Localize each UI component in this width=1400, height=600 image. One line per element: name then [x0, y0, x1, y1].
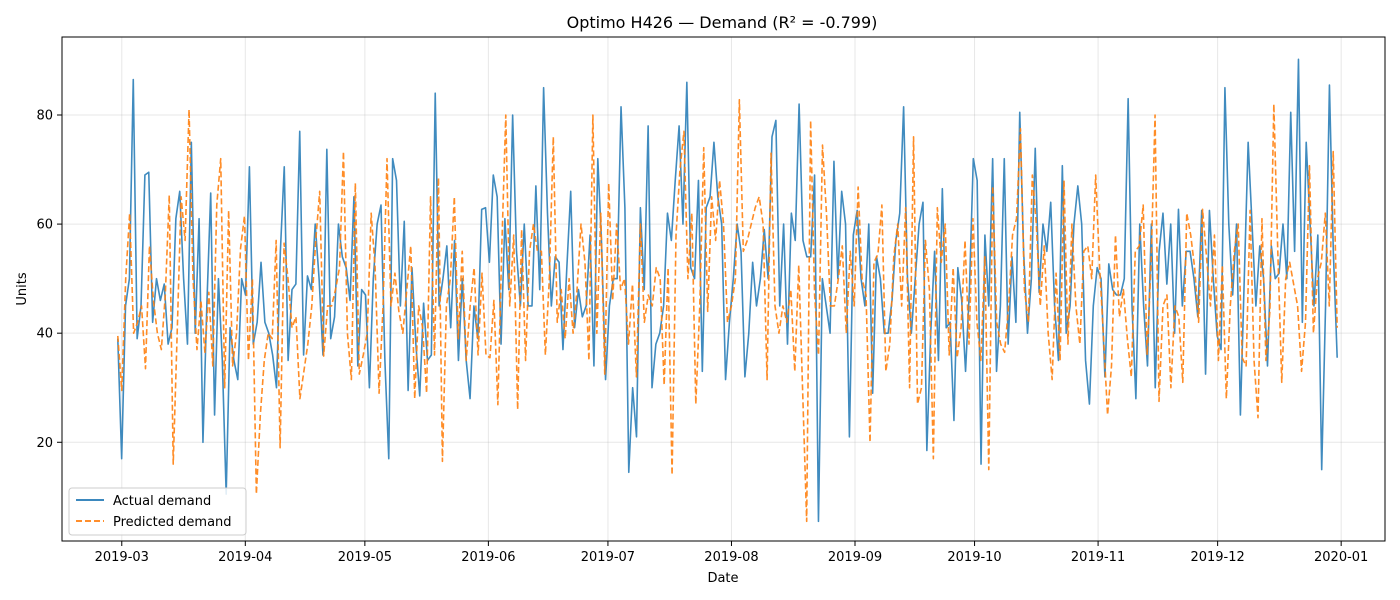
- series-line-predicted: [116, 98, 1338, 523]
- legend: Actual demand Predicted demand: [68, 487, 247, 536]
- legend-label-actual: Actual demand: [113, 494, 211, 509]
- plot-frame: [61, 36, 1386, 542]
- x-tick-label: 2019-10: [947, 550, 1001, 565]
- y-axis-label: Units: [15, 272, 30, 305]
- legend-label-predicted: Predicted demand: [113, 515, 232, 530]
- x-tick-label: 2020-01: [1314, 550, 1368, 565]
- x-axis-ticks: 2019-03 2019-04 2019-05 2019-06 2019-07 2019-…: [95, 541, 1368, 565]
- series-line-actual: [116, 58, 1338, 523]
- y-tick-label: 20: [36, 436, 53, 451]
- x-tick-label: 2019-09: [828, 550, 882, 565]
- x-tick-label: 2019-08: [704, 550, 758, 565]
- series-group: [116, 58, 1338, 523]
- y-tick-label: 40: [36, 327, 53, 342]
- x-tick-label: 2019-04: [218, 550, 272, 565]
- chart-title: Optimo H426 — Demand (R² = -0.799): [567, 13, 878, 32]
- x-axis-label: Date: [707, 571, 738, 586]
- y-tick-label: 60: [36, 218, 53, 233]
- grid: [62, 37, 1385, 541]
- x-tick-label: 2019-12: [1190, 550, 1244, 565]
- x-tick-label: 2019-03: [95, 550, 149, 565]
- legend-box: [68, 487, 247, 536]
- y-axis-ticks: 20 40 60 80: [36, 109, 62, 451]
- x-tick-label: 2019-07: [581, 550, 635, 565]
- x-tick-label: 2019-11: [1071, 550, 1125, 565]
- y-tick-label: 80: [36, 109, 53, 124]
- x-tick-label: 2019-06: [461, 550, 515, 565]
- x-tick-label: 2019-05: [338, 550, 392, 565]
